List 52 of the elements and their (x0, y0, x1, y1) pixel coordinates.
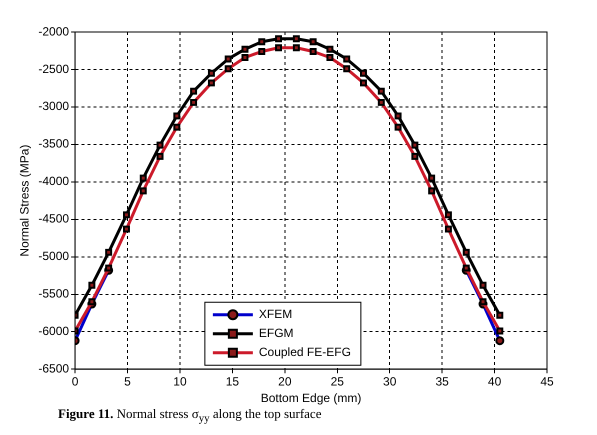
point (258, 38, 266, 46)
point (292, 35, 300, 42)
y-tick-label: -4000 (38, 174, 70, 188)
point (242, 46, 248, 53)
text: Normal stress σ$_{yy}$ along the top surface (116, 406, 322, 425)
point (88, 282, 96, 289)
point (156, 142, 164, 149)
point (480, 282, 487, 289)
y-tick-label: -6000 (38, 324, 70, 338)
point (208, 70, 215, 77)
x-tick-label: 35 (435, 374, 450, 389)
y-tick-label: -5500 (38, 286, 70, 301)
caption: Figure 11. (58, 406, 114, 421)
y-axis-title: Normal Stress (MPa) (18, 144, 32, 257)
x-tick-label: 5 (124, 374, 132, 389)
point (496, 312, 504, 319)
point (428, 174, 436, 182)
x-tick-label: 40 (488, 374, 502, 389)
point (394, 112, 402, 120)
y-tick-label: -2000 (38, 24, 70, 38)
y-tick-label: -3000 (38, 99, 70, 114)
point (444, 211, 452, 218)
point (173, 112, 180, 120)
point (378, 88, 385, 95)
legend-label: XFEM (258, 307, 292, 322)
point (140, 174, 147, 182)
legend-label: Coupled FE-EFG (258, 345, 351, 360)
x-tick-label: 45 (540, 374, 554, 389)
point (105, 248, 112, 256)
x-tick-label: 30 (383, 374, 397, 389)
point (275, 35, 282, 42)
point (224, 56, 232, 62)
legend-label: EFGM (258, 326, 294, 340)
y-tick-label: -6500 (38, 362, 70, 376)
x-tick-label: 20 (278, 374, 292, 389)
y-tick-label: -3500 (38, 136, 70, 151)
x-axis-title: Bottom Edge (mm) (260, 391, 362, 406)
point (310, 38, 317, 46)
x-tick-label: 15 (226, 374, 240, 389)
y-tick-label: -5000 (38, 249, 70, 264)
point (360, 70, 367, 77)
point (123, 211, 130, 218)
x-tick-label: 10 (173, 374, 187, 389)
point (462, 248, 470, 256)
y-tick-label: -4500 (38, 212, 70, 226)
x-tick-label: 0 (72, 374, 79, 389)
point (190, 88, 198, 95)
point (411, 142, 418, 149)
y-tick-label: -2500 (38, 62, 70, 76)
x-tick-label: 25 (330, 374, 344, 389)
point (326, 46, 334, 53)
point (343, 56, 350, 62)
